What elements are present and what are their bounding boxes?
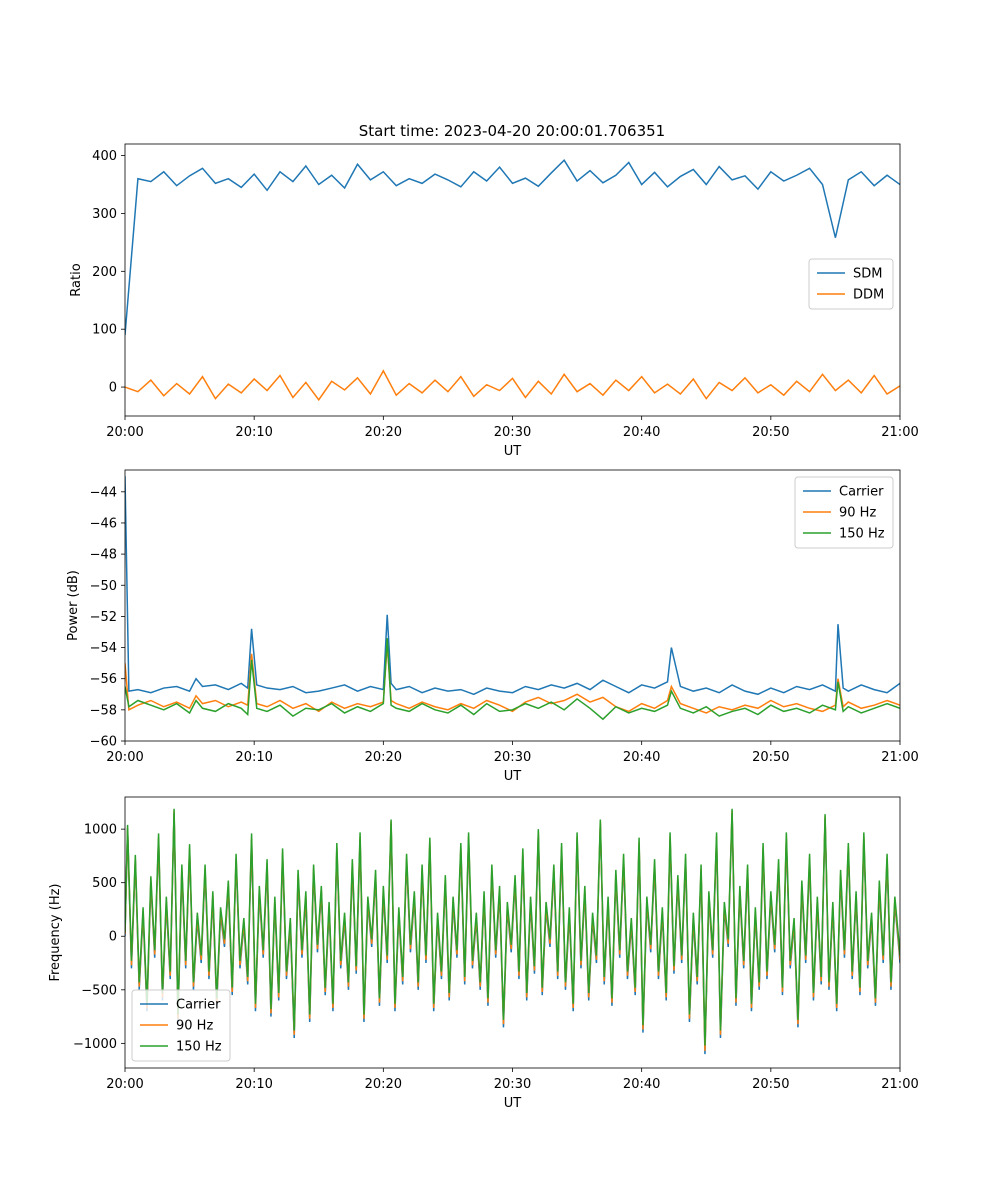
y-tick-label: −58: [90, 703, 117, 718]
x-tick-label: 20:40: [623, 750, 660, 765]
x-tick-label: 21:00: [881, 750, 918, 765]
y-tick-label: −44: [90, 485, 117, 500]
legend: Carrier 90 Hz 150 Hz: [794, 476, 894, 549]
x-tick-label: 20:20: [365, 1077, 402, 1092]
y-tick-label: −1000: [73, 1037, 117, 1052]
y-tick-label: −52: [90, 610, 117, 625]
figure-title: Start time: 2023-04-20 20:00:01.706351: [359, 122, 665, 140]
series-line-150-hz: [125, 808, 900, 1046]
x-tick-label: 20:50: [752, 425, 789, 440]
y-tick-label: 100: [92, 323, 117, 338]
legend-box: [794, 476, 894, 549]
y-tick-label: 0: [109, 930, 117, 945]
x-tick-label: 20:10: [235, 1077, 272, 1092]
legend-label: 150 Hz: [839, 527, 885, 542]
series-line-carrier: [125, 476, 900, 696]
x-tick-label: 20:30: [494, 425, 531, 440]
y-tick-label: 1000: [84, 823, 117, 838]
x-tick-label: 20:20: [365, 750, 402, 765]
x-axis-label: UT: [504, 1096, 522, 1111]
x-tick-label: 20:00: [106, 1077, 143, 1092]
x-tick-label: 20:50: [752, 1077, 789, 1092]
y-tick-label: 300: [92, 207, 117, 222]
legend-label: Carrier: [839, 485, 884, 500]
x-tick-label: 20:10: [235, 425, 272, 440]
x-axis-label: UT: [504, 444, 522, 459]
legend-label: Carrier: [176, 998, 221, 1013]
series-line-ddm: [125, 369, 900, 402]
y-tick-label: −500: [81, 983, 117, 998]
y-tick-label: −46: [90, 516, 117, 531]
x-tick-label: 21:00: [881, 1077, 918, 1092]
legend-label: 90 Hz: [176, 1019, 213, 1034]
x-tick-label: 20:40: [623, 1077, 660, 1092]
y-axis-label: Power (dB): [66, 570, 81, 641]
legend-box: [808, 258, 894, 310]
x-tick-label: 20:30: [494, 750, 531, 765]
legend-label: SDM: [853, 267, 882, 282]
chart-panel-1: 20:00 20:10 20:20 20:30 20:40 20:50 21:00 0 100 2…: [69, 143, 919, 459]
x-tick-label: 20:30: [494, 1077, 531, 1092]
x-tick-label: 20:00: [106, 425, 143, 440]
y-tick-label: 200: [92, 265, 117, 280]
series-line-sdm: [125, 159, 900, 336]
y-tick-label: −48: [90, 548, 117, 563]
panels: 20:00 20:10 20:20 20:30 20:40 20:50 21:00 0 100 2…: [48, 143, 919, 1111]
y-tick-label: 0: [109, 381, 117, 396]
y-tick-label: 500: [92, 876, 117, 891]
y-tick-label: −50: [90, 579, 117, 594]
x-tick-label: 20:40: [623, 425, 660, 440]
y-tick-label: −54: [90, 641, 117, 656]
chart-panel-2: 20:00 20:10 20:20 20:30 20:40 20:50 21:00 −60 −5…: [66, 469, 919, 784]
y-axis-label: Ratio: [69, 263, 84, 296]
x-axis-label: UT: [504, 769, 522, 784]
chart-panel-3: 20:00 20:10 20:20 20:30 20:40 20:50 21:00 −1000…: [48, 796, 919, 1111]
series-line-90-hz: [125, 644, 900, 714]
y-tick-label: −56: [90, 672, 117, 687]
x-tick-label: 20:00: [106, 750, 143, 765]
legend-box: [131, 989, 231, 1062]
y-axis-label: Frequency (Hz): [48, 883, 63, 981]
y-tick-label: 400: [92, 149, 117, 164]
series-line-150-hz: [125, 638, 900, 721]
legend: SDM DDM: [808, 258, 894, 310]
legend-label: DDM: [853, 288, 884, 303]
x-tick-label: 20:50: [752, 750, 789, 765]
x-tick-label: 21:00: [881, 425, 918, 440]
y-tick-label: −60: [90, 735, 117, 750]
legend: Carrier 90 Hz 150 Hz: [131, 989, 231, 1062]
legend-label: 90 Hz: [839, 506, 876, 521]
x-tick-label: 20:20: [365, 425, 402, 440]
x-tick-label: 20:10: [235, 750, 272, 765]
legend-label: 150 Hz: [176, 1040, 222, 1055]
